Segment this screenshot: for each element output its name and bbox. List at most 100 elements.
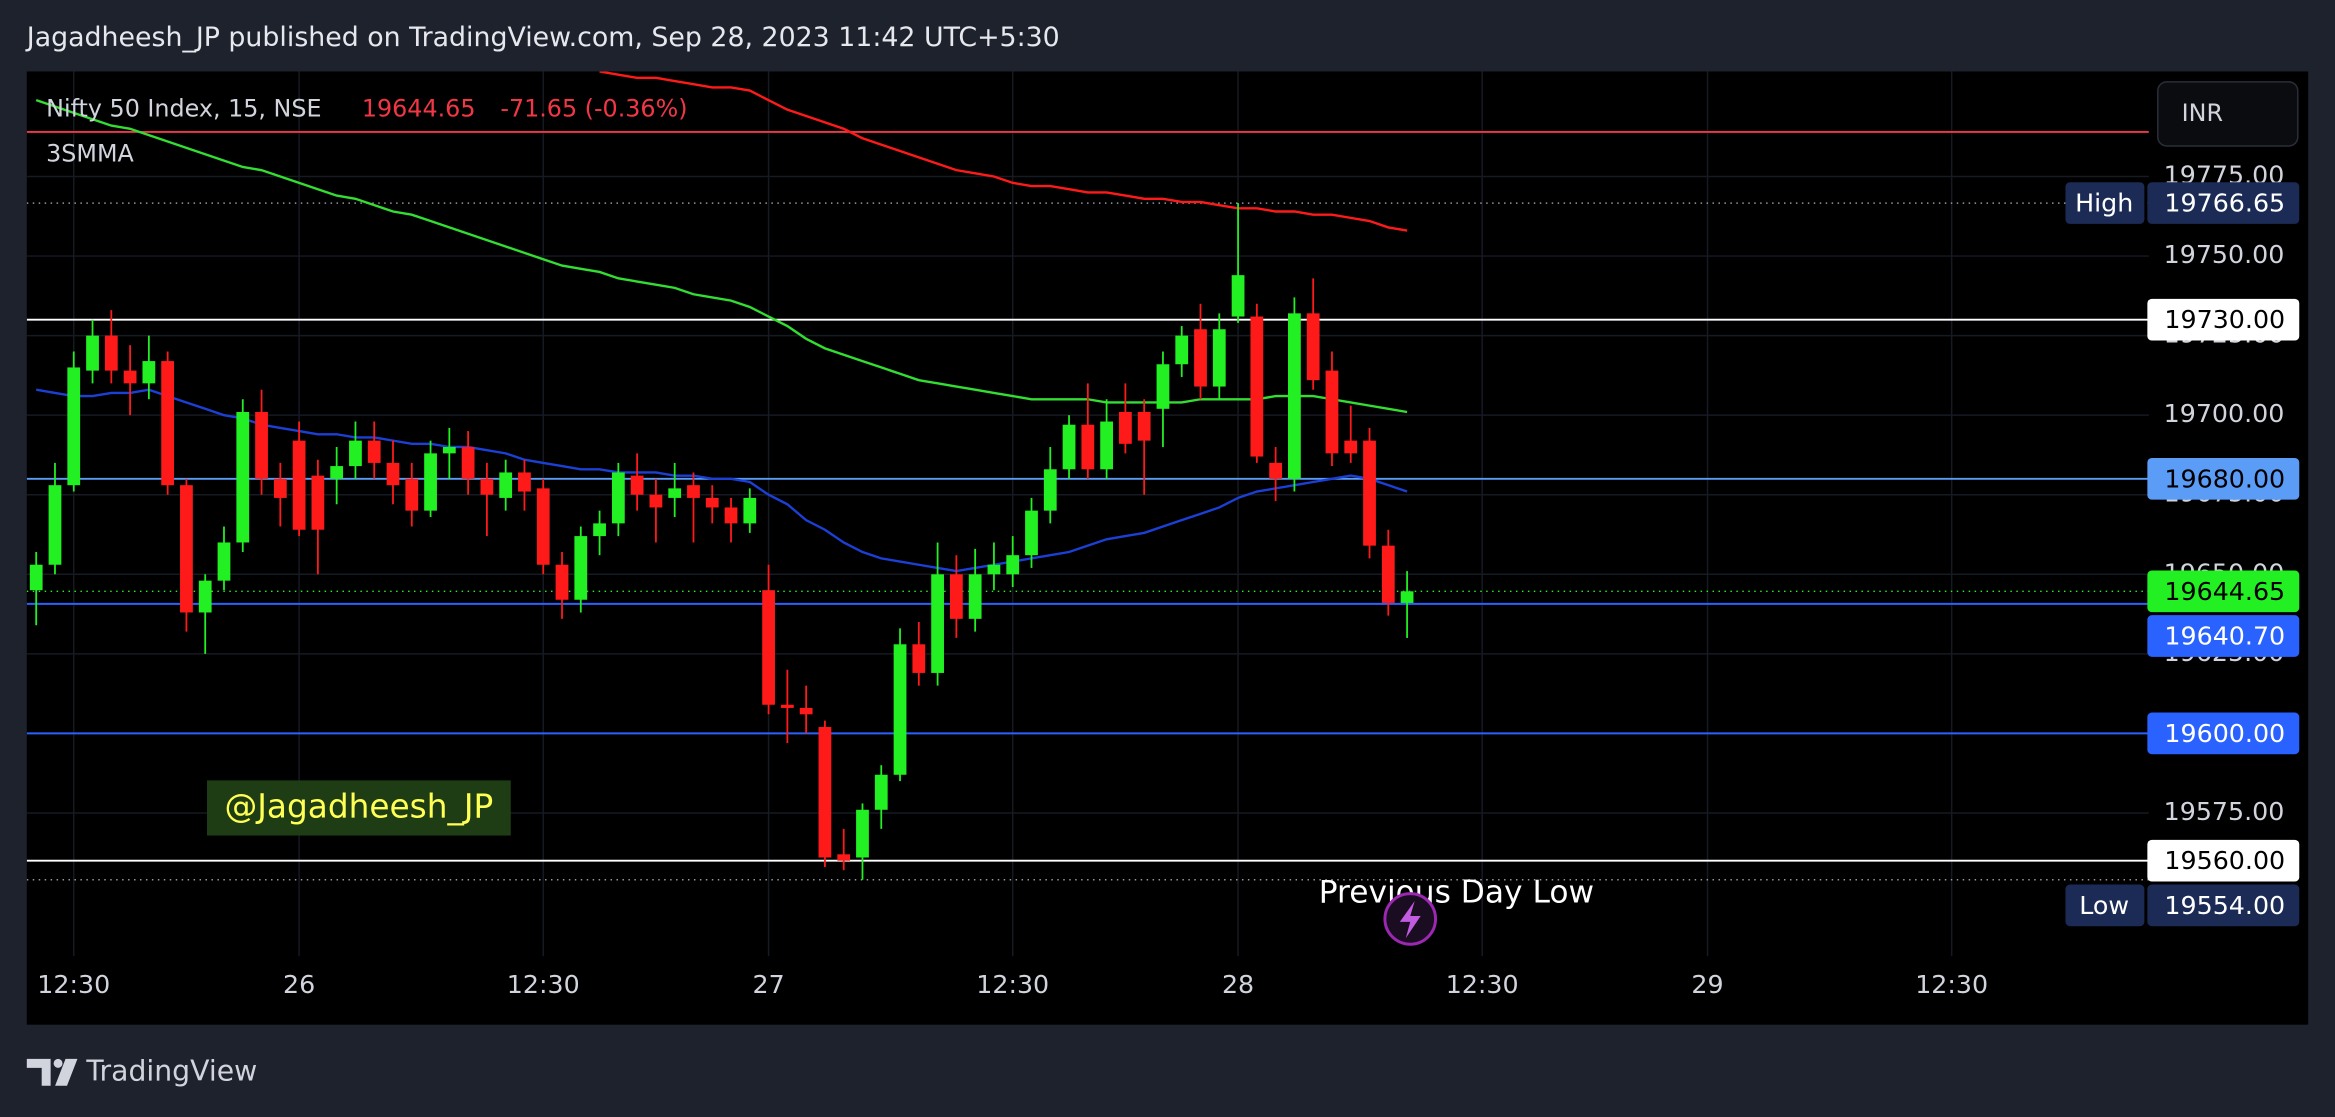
candle-body: [405, 478, 419, 511]
candle-body: [1250, 316, 1264, 457]
candle-body: [1269, 462, 1283, 479]
candle-body: [104, 335, 118, 371]
candle-body: [818, 727, 832, 858]
candle-body: [180, 485, 193, 613]
candle-body: [574, 536, 588, 600]
x-tick-label: 28: [1222, 970, 1254, 999]
x-tick-label: 12:30: [1915, 970, 1988, 999]
candle-body: [1400, 591, 1414, 603]
candle-body: [874, 774, 888, 810]
price-badge-label: 19600.00: [2164, 719, 2285, 748]
candle-body: [611, 472, 625, 524]
price-badge: [2147, 182, 2300, 224]
candle-body: [1288, 313, 1301, 479]
candle-body: [705, 497, 719, 508]
badge-tag: [2065, 884, 2145, 927]
candle-body: [1062, 424, 1076, 470]
publish-header: Jagadheesh_JP published on TradingView.c…: [25, 22, 1060, 53]
candle-body: [1325, 370, 1339, 454]
x-tick-label: 26: [283, 970, 315, 999]
currency-label[interactable]: INR: [2182, 99, 2223, 127]
candle-body: [67, 367, 81, 486]
price-badge-label: 19766.65: [2164, 189, 2285, 218]
candle-body: [1363, 440, 1376, 546]
badge-tag: [2065, 182, 2145, 224]
candle-body: [236, 411, 250, 543]
candle-body: [1081, 424, 1095, 470]
tradingview-logo: [26, 1058, 78, 1086]
candle-body: [292, 440, 306, 530]
candle-body: [780, 704, 794, 708]
candle-body: [424, 453, 437, 511]
candle-body: [837, 854, 851, 861]
candle-body: [255, 411, 268, 479]
candle-body: [461, 446, 475, 479]
candle-body: [442, 446, 456, 454]
x-tick-label: 27: [752, 970, 784, 999]
candle-body: [1137, 411, 1151, 441]
candle-body: [687, 485, 700, 498]
symbol-legend: Nifty 50 Index, 15, NSE: [46, 95, 321, 123]
candle-body: [856, 809, 869, 858]
candle-body: [724, 507, 738, 524]
change-legend: -71.65 (-0.36%): [500, 95, 687, 123]
price-badge-label: 19560.00: [2164, 846, 2285, 875]
y-tick-label: 19575.00: [2164, 797, 2285, 826]
candle-body: [349, 440, 362, 467]
x-tick-label: 12:30: [507, 970, 580, 999]
candle-body: [86, 335, 99, 371]
candle-body: [593, 523, 606, 537]
last-price-legend: 19644.65: [362, 95, 476, 123]
price-badge: [2147, 884, 2300, 927]
price-badge: [2147, 712, 2300, 755]
price-badge-label: 19644.65: [2164, 577, 2285, 606]
badge-tag-label: High: [2075, 189, 2133, 218]
indicator-legend: 3SMMA: [46, 139, 134, 167]
candle-body: [536, 488, 550, 565]
candle-body: [799, 707, 813, 715]
logo-part: [55, 1058, 78, 1086]
currency-button[interactable]: [2157, 81, 2299, 147]
candle-body: [367, 440, 381, 463]
candle-body: [142, 361, 156, 384]
badge-tag-label: Low: [2079, 891, 2129, 920]
candle-body: [762, 590, 775, 705]
candle-body: [1100, 421, 1113, 470]
candle-body: [217, 542, 231, 581]
candle-body: [893, 644, 907, 775]
logo-part: [26, 1058, 51, 1086]
candle-body: [1231, 275, 1245, 317]
x-tick-label: 29: [1691, 970, 1723, 999]
candle-body: [518, 472, 531, 492]
price-badge-label: 19680.00: [2164, 464, 2285, 493]
candle-body: [311, 475, 325, 530]
candle-body: [480, 478, 494, 495]
price-badge: [2147, 298, 2300, 341]
y-tick-label: 19700.00: [2164, 399, 2285, 428]
candle-body: [1344, 440, 1358, 454]
annotation: Previous Day Low: [1319, 875, 1594, 911]
price-badge-label: 19640.70: [2164, 621, 2285, 650]
candle-body: [649, 494, 663, 508]
price-badge: [2147, 615, 2300, 657]
moving-average: [599, 71, 1408, 232]
watermark: @Jagadheesh_JP: [225, 788, 494, 826]
lightning: [1399, 901, 1421, 939]
x-tick-label: 12:30: [976, 970, 1049, 999]
candle-body: [1306, 313, 1320, 381]
candle-body: [931, 574, 944, 673]
candle-body: [630, 475, 644, 495]
candle-body: [386, 462, 400, 486]
candle-body: [1006, 555, 1020, 575]
candle-body: [1043, 469, 1057, 511]
candle-body: [555, 564, 569, 600]
watermark-box: [206, 780, 511, 836]
candle-body: [1212, 329, 1226, 387]
candle-body: [1194, 329, 1207, 387]
candle-body: [198, 580, 212, 613]
candle-body: [1119, 411, 1132, 444]
candle-body: [48, 485, 62, 565]
candle-body: [1025, 510, 1038, 556]
x-tick-label: 12:30: [1446, 970, 1519, 999]
